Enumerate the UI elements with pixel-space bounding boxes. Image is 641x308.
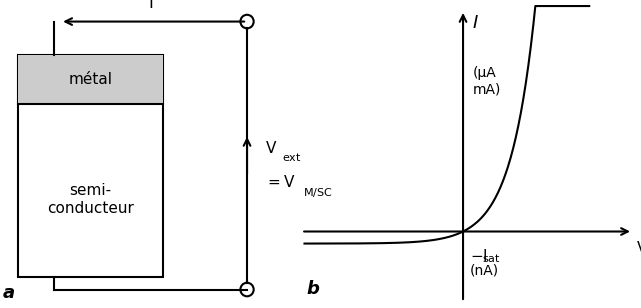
Bar xyxy=(18,55,163,104)
Text: $= \mathregular{V}$: $= \mathregular{V}$ xyxy=(265,174,296,190)
Text: b: b xyxy=(306,280,319,298)
Text: $\mathregular{V}$: $\mathregular{V}$ xyxy=(636,240,641,256)
Text: I: I xyxy=(148,0,153,12)
Text: (nA): (nA) xyxy=(469,264,499,278)
Text: semi-
conducteur: semi- conducteur xyxy=(47,183,134,216)
Text: métal: métal xyxy=(69,72,112,87)
Text: $-\mathregular{I}$: $-\mathregular{I}$ xyxy=(469,248,487,264)
Text: a: a xyxy=(3,284,15,302)
Text: $\mathregular{M/SC}$: $\mathregular{M/SC}$ xyxy=(303,186,333,199)
Bar xyxy=(18,55,163,277)
Text: I: I xyxy=(473,14,478,32)
Text: $\mathregular{V}$: $\mathregular{V}$ xyxy=(265,140,278,156)
Text: $\mathregular{ext}$: $\mathregular{ext}$ xyxy=(281,151,301,163)
Text: (μA
mA): (μA mA) xyxy=(473,67,501,97)
Text: $\mathregular{sat}$: $\mathregular{sat}$ xyxy=(481,252,501,264)
